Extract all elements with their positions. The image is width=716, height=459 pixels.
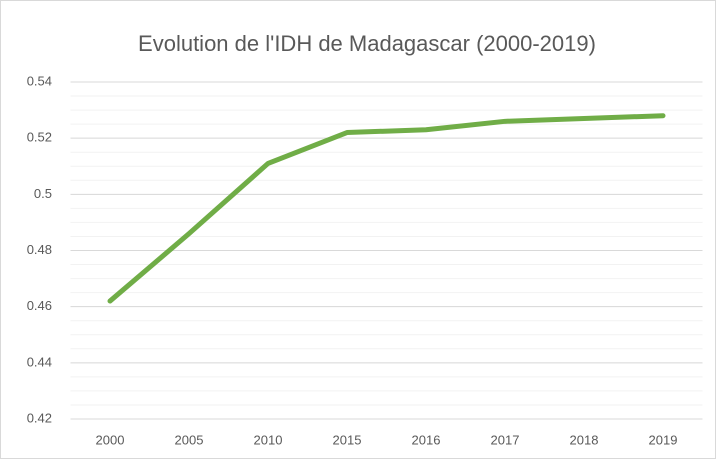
y-tick-label: 0.5 bbox=[34, 186, 52, 201]
x-tick-label: 2017 bbox=[491, 432, 520, 447]
y-tick-label: 0.52 bbox=[27, 130, 52, 145]
x-tick-label: 2019 bbox=[649, 432, 678, 447]
x-tick-label: 2010 bbox=[254, 432, 283, 447]
x-tick-label: 2000 bbox=[96, 432, 125, 447]
chart-title: Evolution de l'IDH de Madagascar (2000-2… bbox=[138, 31, 596, 56]
data-line bbox=[107, 113, 666, 304]
x-tick-label: 2016 bbox=[412, 432, 441, 447]
y-tick-label: 0.42 bbox=[27, 410, 52, 425]
y-tick-label: 0.54 bbox=[27, 73, 52, 88]
x-tick-label: 2015 bbox=[333, 432, 362, 447]
x-tick-label: 2018 bbox=[570, 432, 599, 447]
x-tick-label: 2005 bbox=[175, 432, 204, 447]
y-tick-label: 0.44 bbox=[27, 354, 52, 369]
y-tick-label: 0.46 bbox=[27, 298, 52, 313]
y-tick-label: 0.48 bbox=[27, 242, 52, 257]
